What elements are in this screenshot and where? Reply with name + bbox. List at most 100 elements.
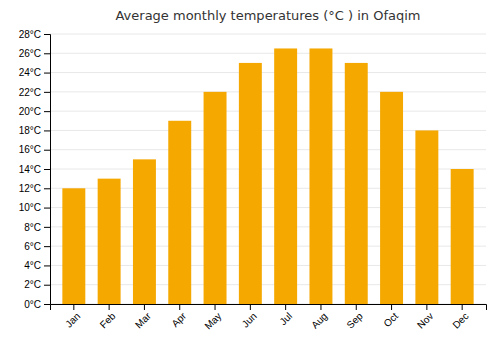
y-tick: 10°C	[19, 202, 50, 213]
bar	[309, 48, 332, 304]
x-tick-label: Dec	[450, 310, 470, 330]
grid-line	[50, 53, 486, 54]
y-tick: 22°C	[19, 87, 50, 98]
y-tick-mark	[44, 188, 50, 189]
y-tick: 18°C	[19, 125, 50, 136]
y-tick: 2°C	[24, 279, 50, 290]
y-tick-label: 22°C	[19, 87, 41, 98]
y-tick-mark	[44, 73, 50, 74]
y-tick-label: 0°C	[24, 299, 41, 310]
y-tick-label: 24°C	[19, 67, 41, 78]
y-tick-label: 26°C	[19, 48, 41, 59]
bar	[168, 121, 191, 304]
x-tick: Dec	[450, 304, 470, 331]
y-tick: 26°C	[19, 48, 50, 59]
y-tick: 4°C	[24, 260, 50, 271]
x-tick-label: Jul	[277, 310, 294, 327]
y-tick: 12°C	[19, 183, 50, 194]
title: Average monthly temperatures (°C ) in Of…	[115, 8, 420, 23]
y-tick: 6°C	[24, 241, 50, 252]
x-tick: Feb	[98, 304, 118, 330]
y-tick-label: 6°C	[24, 241, 41, 252]
y-tick-label: 4°C	[24, 260, 41, 271]
y-axis: 0°C 2°C 4°C 6°C 8°C 10°C 12°C 14°C 16°C 18°C 20°C 2…	[19, 29, 51, 310]
y-tick-mark	[44, 34, 50, 35]
bar	[204, 92, 227, 304]
y-tick-label: 20°C	[19, 106, 41, 117]
y-tick: 20°C	[19, 106, 50, 117]
grid-line	[50, 72, 486, 73]
y-tick-mark	[44, 265, 50, 266]
x-tick-mark	[426, 304, 427, 310]
bar	[133, 159, 156, 304]
x-tick: May	[202, 304, 223, 332]
y-tick-mark	[44, 304, 50, 305]
x-tick-mark	[462, 304, 463, 310]
bar	[415, 130, 438, 304]
x-tick-mark	[179, 304, 180, 310]
y-tick-mark	[44, 150, 50, 151]
bar	[345, 63, 368, 304]
x-tick-mark	[109, 304, 110, 310]
grid-line	[50, 91, 486, 92]
y-tick-mark	[44, 227, 50, 228]
plot: 0°C 2°C 4°C 6°C 8°C 10°C 12°C 14°C 16°C 18°C 20°C 2…	[19, 29, 487, 332]
x-tick-mark	[250, 304, 251, 310]
x-tick-label: Mar	[133, 310, 153, 330]
x-tick-mark	[215, 304, 216, 310]
y-tick-label: 10°C	[19, 202, 41, 213]
x-tick: Mar	[133, 304, 153, 330]
x-tick: Apr	[169, 304, 188, 329]
bar	[451, 169, 474, 304]
x-tick: Aug	[309, 304, 329, 331]
x-tick-label: Jan	[63, 310, 82, 329]
x-tick-label: Aug	[309, 310, 329, 330]
x-axis-line	[51, 305, 487, 311]
grid-line	[50, 34, 486, 35]
y-tick-label: 14°C	[19, 164, 41, 175]
x-tick-mark	[285, 304, 286, 310]
bar	[380, 92, 403, 304]
x-tick-label: Feb	[98, 310, 118, 330]
x-tick: Jun	[240, 304, 259, 330]
x-tick-mark	[144, 304, 145, 310]
bar	[239, 63, 262, 304]
y-tick-mark	[44, 130, 50, 131]
y-tick: 24°C	[19, 67, 50, 78]
x-tick: Jan	[63, 304, 82, 330]
x-tick-label: Oct	[381, 310, 400, 329]
bar	[98, 179, 121, 304]
y-tick-mark	[44, 285, 50, 286]
y-tick-mark	[44, 246, 50, 247]
y-tick: 14°C	[19, 164, 50, 175]
x-tick-mark	[73, 304, 74, 310]
x-axis: Jan Feb Mar Apr May Jun Jul Aug Sep Oct Nov Dec	[51, 304, 487, 332]
x-tick-mark	[391, 304, 392, 310]
y-tick-label: 12°C	[19, 183, 41, 194]
y-axis-line	[44, 35, 51, 305]
x-tick-label: Nov	[415, 310, 435, 330]
bar	[62, 188, 85, 304]
y-tick: 28°C	[19, 29, 50, 40]
y-tick-mark	[44, 53, 50, 54]
y-tick-mark	[44, 111, 50, 112]
x-tick-mark	[320, 304, 321, 310]
y-tick-label: 18°C	[19, 125, 41, 136]
y-tick-mark	[44, 208, 50, 209]
x-tick-mark	[356, 304, 357, 310]
y-tick-mark	[44, 169, 50, 170]
x-tick: Jul	[277, 304, 294, 327]
x-tick-label: Sep	[344, 310, 365, 331]
y-tick-mark	[44, 92, 50, 93]
chart: 0°C 2°C 4°C 6°C 8°C 10°C 12°C 14°C 16°C 18°C 20°C 2…	[0, 0, 500, 350]
x-tick: Nov	[415, 304, 435, 331]
bars	[62, 48, 473, 304]
y-tick: 8°C	[24, 222, 50, 233]
x-tick-label: May	[202, 310, 223, 331]
x-tick: Sep	[344, 304, 365, 331]
y-tick-label: 16°C	[19, 144, 41, 155]
y-tick: 0°C	[24, 299, 50, 310]
grid	[50, 34, 486, 304]
y-tick-label: 2°C	[24, 279, 41, 290]
x-tick-label: Jun	[240, 310, 259, 329]
